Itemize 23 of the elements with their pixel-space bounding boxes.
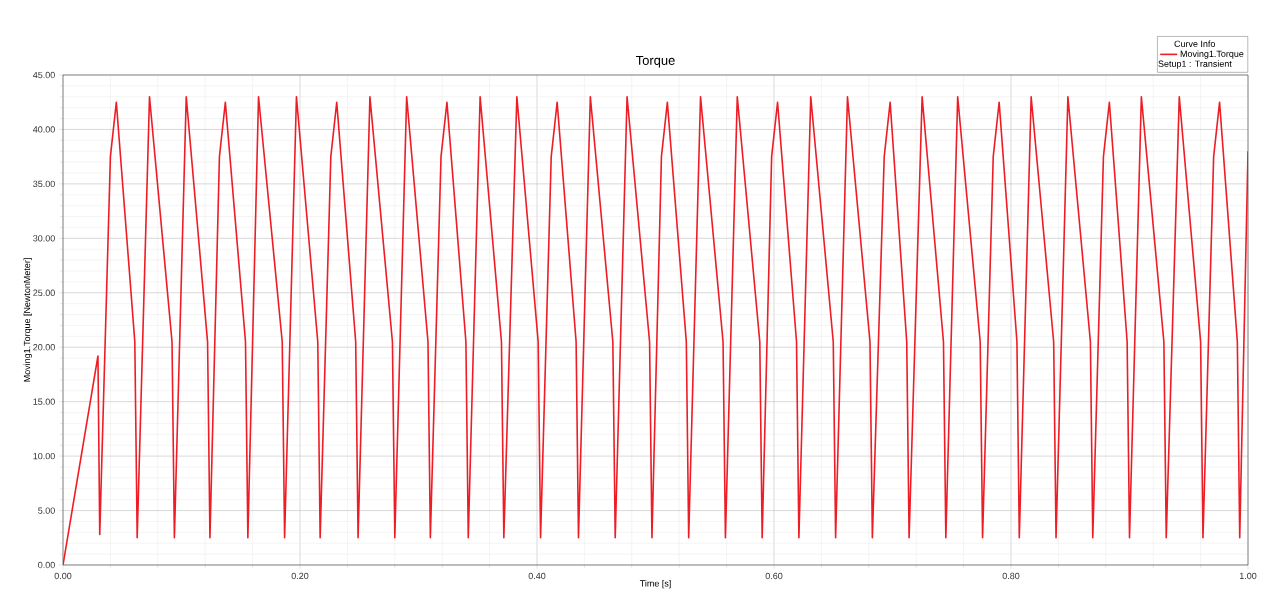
y-tick-label: 20.00 — [33, 344, 55, 351]
y-tick-label: 5.00 — [38, 507, 55, 514]
x-tick-label: 1.00 — [1239, 572, 1257, 580]
y-tick-label: 10.00 — [33, 452, 55, 460]
text: Setup1 : Transient — [1158, 60, 1232, 69]
y-tick-label: 35.00 — [33, 180, 55, 188]
line-series — [63, 95, 1249, 565]
legend-label: Moving1.Torque — [1180, 50, 1244, 59]
y-tick-label: 0.00 — [38, 561, 55, 569]
legend-title: Curve Info — [1174, 40, 1215, 47]
y-tick-label: 15.00 — [33, 398, 55, 405]
x-tick-label: 0.80 — [1002, 572, 1020, 580]
y-tick-label: 40.00 — [32, 126, 55, 133]
y-tick-label: 45.00 — [32, 71, 55, 79]
y-tick-label: 25.00 — [33, 289, 55, 296]
x-tick-label: 0.60 — [765, 572, 783, 580]
x-tick-label: 0.00 — [54, 572, 72, 580]
x-tick-label: 0.40 — [528, 572, 546, 580]
x-axis-title: Time [s] — [639, 579, 671, 589]
x-tick-label: 0.20 — [291, 572, 309, 580]
y-axis-title: Moving1.Torque [NewtonMeter] — [23, 258, 32, 382]
chart-title: Torque — [636, 55, 675, 68]
y-tick-label: 30.00 — [33, 235, 55, 242]
